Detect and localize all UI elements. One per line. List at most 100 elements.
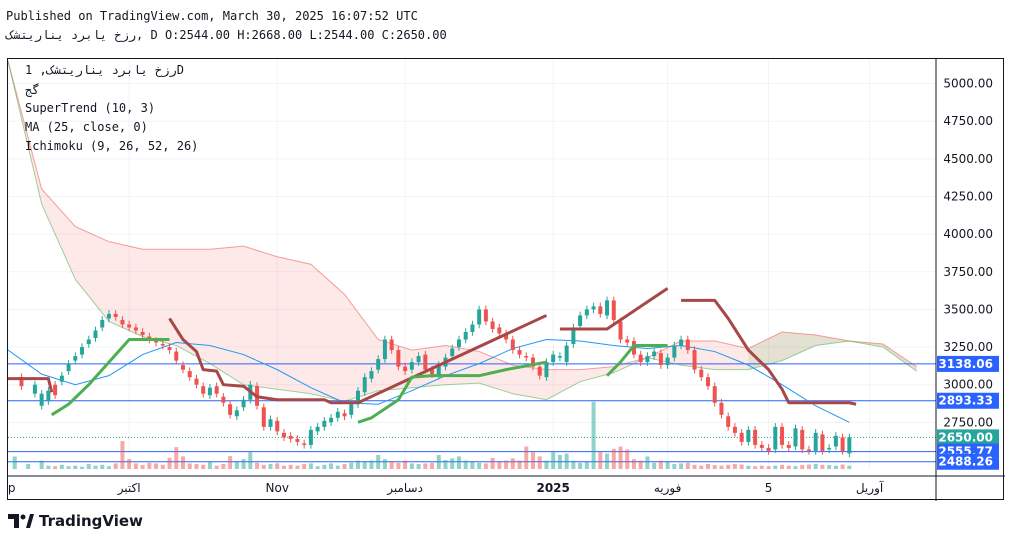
- volume-bar: [584, 462, 589, 469]
- volume-bar: [631, 459, 636, 469]
- volume-bar: [100, 464, 105, 469]
- candle-body: [739, 432, 744, 442]
- candle-body: [295, 438, 300, 442]
- volume-bar: [261, 464, 266, 469]
- candle-body: [234, 410, 239, 417]
- volume-bar: [356, 460, 360, 469]
- volume-bar: [726, 464, 731, 469]
- legend-ichimoku[interactable]: Ichimoku (9, 26, 52, 26): [25, 139, 199, 153]
- legend-exchange: گج: [25, 83, 40, 97]
- volume-bar: [645, 456, 650, 469]
- candle-body: [524, 356, 529, 358]
- tradingview-brand[interactable]: TradingView: [8, 512, 143, 530]
- candle-body: [19, 377, 24, 387]
- candle-body: [732, 426, 737, 433]
- volume-bar: [490, 457, 495, 469]
- volume-bar: [39, 460, 44, 469]
- candle-body: [66, 363, 71, 372]
- candle-body: [349, 404, 354, 415]
- volume-bar: [463, 460, 468, 469]
- volume-bar: [86, 463, 91, 469]
- legend-ma[interactable]: MA (25, close, 0): [25, 120, 148, 134]
- candle-body: [39, 393, 44, 406]
- volume-bar: [255, 462, 260, 469]
- volume-bar: [679, 463, 684, 469]
- cloud-span-a: [8, 60, 917, 371]
- chart-canvas[interactable]: 5000.00 4750.00 4500.00 4250.00 4000.00 3750.…: [8, 59, 1005, 501]
- volume-bar: [450, 458, 455, 469]
- candle-body: [396, 350, 401, 367]
- supertrend-down-line: [559, 287, 669, 331]
- candle-body: [490, 321, 495, 329]
- volume-bars: [12, 401, 852, 469]
- volume-bar: [329, 463, 334, 469]
- x-tick-label: ep: [8, 481, 16, 495]
- volume-bar: [524, 446, 529, 469]
- candle-body: [531, 357, 535, 367]
- candle-body: [840, 437, 845, 451]
- volume-bar: [652, 462, 657, 469]
- volume-bar: [813, 463, 818, 469]
- candle-body: [827, 447, 832, 450]
- candle-body: [315, 426, 320, 432]
- candle-body: [181, 365, 185, 370]
- candle-body: [652, 351, 657, 357]
- volume-bar: [12, 456, 17, 469]
- candle-body: [409, 362, 414, 370]
- candle-body: [746, 429, 751, 442]
- volume-bar: [430, 462, 435, 469]
- volume-bar: [820, 464, 825, 469]
- price-tag-label: 3138.06: [938, 357, 993, 371]
- candle-body: [221, 396, 226, 403]
- price-tag-bg: [937, 429, 999, 446]
- candle-body: [456, 339, 461, 348]
- candle-body: [113, 313, 118, 317]
- volume-bar: [167, 457, 172, 469]
- volume-bar: [187, 463, 192, 469]
- candle-body: [517, 350, 522, 355]
- volume-bar: [692, 464, 697, 469]
- candle-body: [726, 416, 731, 427]
- volume-bar: [409, 463, 414, 469]
- price-tag-label: 2488.26: [938, 455, 993, 469]
- volume-bar: [349, 462, 354, 469]
- volume-bar: [147, 462, 152, 469]
- volume-bar: [773, 465, 778, 469]
- volume-bar: [712, 465, 717, 469]
- axes: [8, 59, 1005, 501]
- volume-bar: [497, 462, 502, 469]
- volume-bar: [625, 449, 630, 469]
- volume-bar: [214, 465, 219, 469]
- supertrend-up-line: [357, 360, 547, 424]
- candle-body: [147, 336, 152, 340]
- candle-body: [275, 420, 280, 432]
- candle-body: [403, 366, 408, 372]
- candle-body: [645, 356, 650, 363]
- y-tick-label: 3000.00: [943, 378, 993, 392]
- candle-body: [557, 356, 562, 358]
- volume-bar: [786, 465, 791, 469]
- cloud-fill-green: [748, 331, 917, 372]
- volume-bar: [295, 465, 300, 469]
- volume-bar: [840, 464, 845, 469]
- candle-body: [86, 339, 91, 345]
- candle-body: [672, 345, 677, 358]
- volume-bar: [362, 462, 367, 469]
- volume-bar: [133, 463, 138, 469]
- volume-bar: [483, 463, 488, 469]
- price-tag-bg: [937, 453, 999, 470]
- volume-bar: [477, 462, 482, 469]
- legend-supertrend[interactable]: SuperTrend (10, 3): [25, 101, 156, 115]
- candle-body: [376, 359, 381, 370]
- candle-body: [712, 386, 717, 403]
- candle-body: [813, 432, 818, 451]
- tradingview-logo-icon: [8, 514, 34, 528]
- volume-bar: [564, 453, 569, 469]
- volume-bar: [571, 460, 576, 469]
- volume-bar: [504, 460, 509, 469]
- price-tag-label: 2650.00: [938, 430, 993, 444]
- volume-bar: [611, 448, 616, 469]
- volume-bar: [181, 456, 185, 469]
- chart-frame[interactable]: 5000.00 4750.00 4500.00 4250.00 4000.00 3750.…: [7, 58, 1005, 501]
- candle-body: [382, 339, 387, 360]
